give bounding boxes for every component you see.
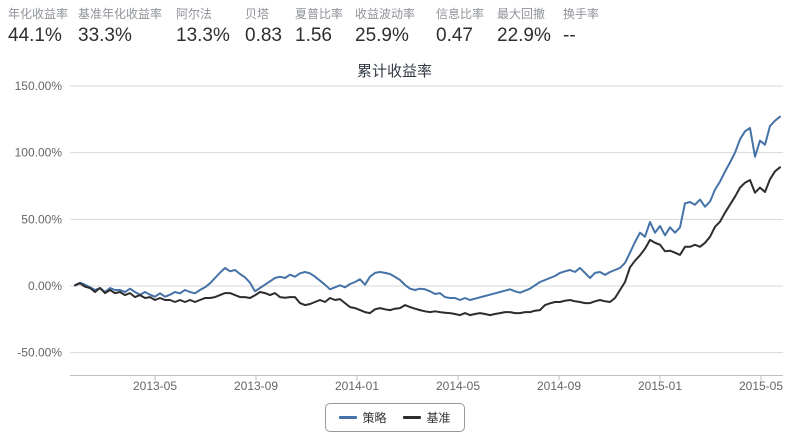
stat-sharpe-ratio: 夏普比率 1.56: [295, 7, 355, 47]
stat-turnover-rate: 换手率 --: [563, 7, 610, 47]
stat-label: 贝塔: [245, 7, 270, 21]
x-axis-label: 2013-09: [234, 379, 278, 393]
y-axis-label: 100.00%: [15, 146, 63, 160]
stat-value: 0.83: [245, 25, 282, 46]
stat-alpha: 阿尔法 13.3%: [176, 7, 245, 47]
stat-value: 33.3%: [78, 25, 132, 46]
x-axis-label: 2013-05: [133, 379, 177, 393]
y-axis-label: 50.00%: [21, 212, 62, 226]
stat-label: 阿尔法: [176, 7, 213, 21]
stat-label: 夏普比率: [295, 7, 344, 21]
series-line-strategy[interactable]: [74, 115, 781, 301]
x-axis-label: 2014-01: [335, 379, 379, 393]
legend-item-benchmark[interactable]: 基准: [402, 409, 451, 426]
legend: 策略 基准: [324, 403, 465, 432]
stat-value: 0.47: [436, 25, 473, 46]
legend-label: 基准: [426, 411, 451, 425]
stat-value: 22.9%: [497, 25, 551, 46]
stat-value: 44.1%: [8, 25, 62, 46]
stat-label: 收益波动率: [355, 7, 416, 21]
stat-label: 基准年化收益率: [78, 7, 163, 21]
x-axis-label: 2014-05: [436, 379, 480, 393]
stat-label: 最大回撤: [497, 7, 546, 21]
series-line-benchmark[interactable]: [74, 166, 781, 317]
strategy-line-swatch: [338, 416, 357, 419]
y-axis-label: -50.00%: [17, 346, 62, 360]
benchmark-line-swatch: [402, 416, 421, 419]
stat-label: 年化收益率: [8, 7, 69, 21]
chart-title: 累计收益率: [356, 63, 432, 80]
stat-max-drawdown: 最大回撤 22.9%: [497, 7, 563, 47]
stat-value: 1.56: [295, 25, 332, 46]
y-axis-label: 0.00%: [28, 279, 62, 293]
stats-bar: 年化收益率 44.1% 基准年化收益率 33.3% 阿尔法 13.3% 贝塔 0…: [8, 7, 610, 47]
stat-label: 换手率: [563, 7, 600, 21]
stat-value: 13.3%: [176, 25, 230, 46]
legend-item-strategy[interactable]: 策略: [338, 409, 387, 426]
stat-value: --: [563, 25, 576, 46]
x-axis-label: 2014-09: [537, 379, 581, 393]
stat-beta: 贝塔 0.83: [245, 7, 295, 47]
stat-value: 25.9%: [355, 25, 409, 46]
stat-annualized-return: 年化收益率 44.1%: [8, 7, 78, 47]
x-axis-label: 2015-05: [739, 379, 783, 393]
legend-label: 策略: [362, 411, 387, 425]
stat-label: 信息比率: [436, 7, 485, 21]
stat-information-ratio: 信息比率 0.47: [436, 7, 497, 47]
y-axis-label: 150.00%: [15, 79, 63, 93]
x-axis-label: 2015-01: [638, 379, 682, 393]
stat-volatility: 收益波动率 25.9%: [355, 7, 436, 47]
stat-benchmark-annualized-return: 基准年化收益率 33.3%: [78, 7, 176, 47]
